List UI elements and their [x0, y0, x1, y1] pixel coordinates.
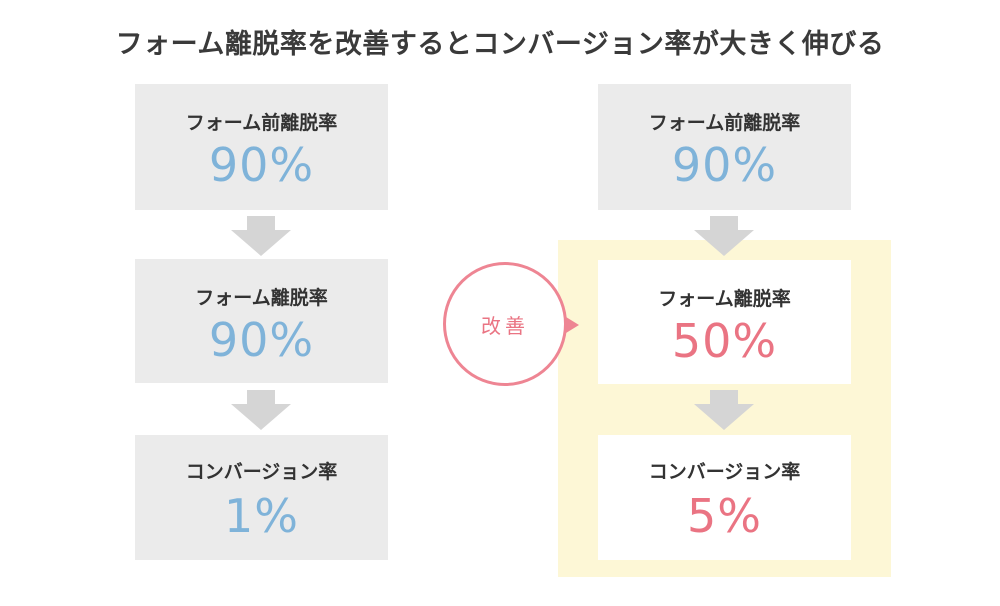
- improvement-callout-circle: 改善: [443, 262, 567, 386]
- box-value: 90%: [671, 138, 778, 192]
- box-label: フォーム前離脱率: [648, 112, 801, 134]
- down-arrow-icon: [694, 216, 754, 256]
- box-value: 90%: [208, 313, 315, 367]
- box-label: フォーム離脱率: [195, 287, 328, 309]
- left-pre-form-exit-rate-box: フォーム前離脱率 90%: [135, 84, 388, 210]
- box-value: 5%: [687, 489, 762, 543]
- callout-pointer-icon: [566, 317, 579, 333]
- box-value: 90%: [208, 138, 315, 192]
- down-arrow-icon: [694, 390, 754, 430]
- right-conversion-rate-box: コンバージョン率 5%: [598, 435, 851, 560]
- left-conversion-rate-box: コンバージョン率 1%: [135, 435, 388, 560]
- right-pre-form-exit-rate-box: フォーム前離脱率 90%: [598, 84, 851, 210]
- improvement-label: 改善: [481, 313, 529, 338]
- box-value: 50%: [671, 314, 778, 368]
- down-arrow-icon: [231, 216, 291, 256]
- box-label: フォーム前離脱率: [185, 112, 338, 134]
- box-value: 1%: [224, 489, 299, 543]
- box-label: フォーム離脱率: [658, 288, 791, 310]
- down-arrow-icon: [231, 390, 291, 430]
- box-label: コンバージョン率: [185, 461, 338, 483]
- box-label: コンバージョン率: [648, 461, 801, 483]
- right-form-exit-rate-box: フォーム離脱率 50%: [598, 260, 851, 384]
- diagram-title: フォーム離脱率を改善するとコンバージョン率が大きく伸びる: [115, 29, 885, 60]
- left-form-exit-rate-box: フォーム離脱率 90%: [135, 259, 388, 383]
